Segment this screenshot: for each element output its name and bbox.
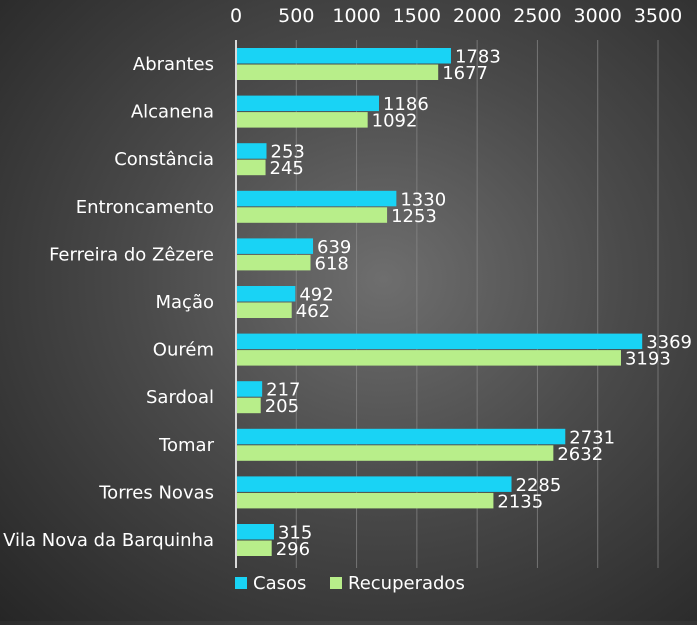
data-label: 2285 xyxy=(516,475,562,496)
data-label: 1783 xyxy=(455,47,501,68)
data-label: 253 xyxy=(271,142,305,163)
bar-casos xyxy=(236,524,274,540)
category-label: Sardoal xyxy=(146,387,214,408)
bar-recuperados xyxy=(236,302,292,318)
legend-swatch-recuperados xyxy=(330,577,342,589)
x-tick-label: 2000 xyxy=(453,5,501,27)
data-label: 1092 xyxy=(372,111,418,132)
category-label: Vila Nova da Barquinha xyxy=(3,530,214,551)
data-label: 462 xyxy=(296,301,330,322)
bar-recuperados xyxy=(236,159,266,176)
x-tick-label: 3000 xyxy=(574,5,622,27)
data-label: 1330 xyxy=(400,189,446,210)
category-label: Ourém xyxy=(153,340,214,361)
bar-casos xyxy=(236,428,566,445)
data-label: 1677 xyxy=(442,63,488,84)
bar-casos xyxy=(236,381,263,397)
bar-recuperados xyxy=(236,350,621,366)
category-label: Constância xyxy=(114,149,214,170)
x-tick-label: 3500 xyxy=(634,5,682,27)
legend-swatch-casos xyxy=(235,577,247,589)
bar-recuperados xyxy=(236,492,494,509)
category-label: Tomar xyxy=(158,435,215,456)
category-label: Abrantes xyxy=(133,54,214,75)
category-label: Entroncamento xyxy=(76,197,214,218)
bar-casos xyxy=(236,476,512,492)
bar-recuperados xyxy=(236,112,368,128)
data-label: 2632 xyxy=(557,444,603,465)
data-label: 618 xyxy=(315,253,349,274)
bar-recuperados xyxy=(236,207,388,223)
bar-casos xyxy=(236,143,267,159)
bar-casos xyxy=(236,95,379,112)
x-tick-label: 500 xyxy=(278,5,314,27)
bar-casos xyxy=(236,286,296,302)
data-label: 217 xyxy=(266,380,300,401)
bar-recuperados xyxy=(236,254,311,271)
bar-recuperados xyxy=(236,64,439,80)
data-label: 1186 xyxy=(383,94,429,115)
bar-recuperados xyxy=(236,445,554,461)
bar-casos xyxy=(236,48,451,64)
data-label: 3193 xyxy=(625,349,671,370)
data-label: 3369 xyxy=(646,332,692,353)
bar-recuperados xyxy=(236,397,261,414)
data-label: 1253 xyxy=(391,206,437,227)
category-label: Ferreira do Zêzere xyxy=(49,244,214,265)
bar-recuperados xyxy=(236,540,272,556)
bar-casos xyxy=(236,333,643,350)
data-label: 245 xyxy=(270,158,304,179)
bar-casos xyxy=(236,190,397,207)
data-label: 2135 xyxy=(497,491,543,512)
x-tick-label: 2500 xyxy=(513,5,561,27)
legend-label-recuperados: Recuperados xyxy=(348,573,465,594)
data-label: 315 xyxy=(278,523,312,544)
data-label: 205 xyxy=(265,396,299,417)
legend-label-casos: Casos xyxy=(253,573,306,594)
category-label: Mação xyxy=(156,292,215,313)
x-tick-label: 0 xyxy=(230,5,242,27)
data-label: 639 xyxy=(317,237,351,258)
data-label: 296 xyxy=(276,539,310,560)
bar-casos xyxy=(236,238,314,254)
x-tick-label: 1500 xyxy=(393,5,441,27)
category-label: Alcanena xyxy=(131,102,214,123)
data-label: 2731 xyxy=(569,427,615,448)
x-tick-label: 1000 xyxy=(332,5,380,27)
category-label: Torres Novas xyxy=(98,482,214,503)
data-label: 492 xyxy=(299,285,333,306)
